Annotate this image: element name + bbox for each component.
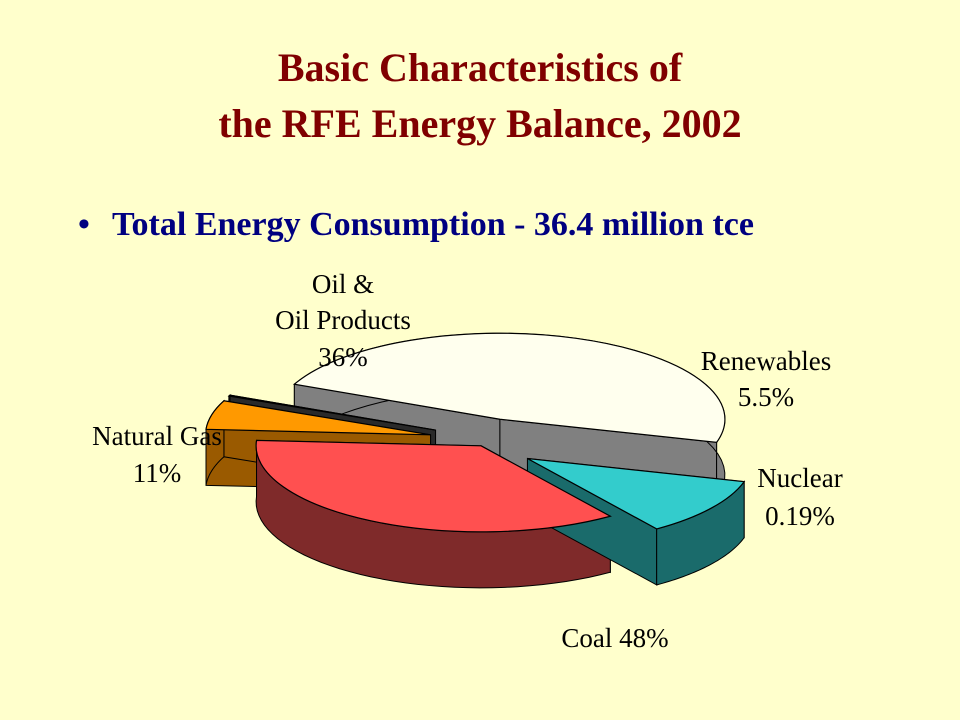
- label-gas-value: 11%: [133, 458, 182, 488]
- bullet-point: • Total Energy Consumption - 36.4 million…: [78, 206, 754, 244]
- bullet-text: Total Energy Consumption - 36.4 million …: [112, 206, 754, 243]
- bullet-icon: •: [78, 206, 90, 243]
- label-oil-line1: Oil &: [312, 269, 374, 299]
- label-gas-line1: Natural Gas: [92, 421, 222, 451]
- label-nuclear-line1: Nuclear: [757, 463, 842, 493]
- label-renewables-line1: Renewables: [701, 346, 831, 376]
- slice-oil-oil-products: [255, 439, 612, 533]
- label-renewables-value: 5.5%: [738, 382, 794, 412]
- label-coal: Coal 48%: [561, 623, 668, 653]
- pie-tops: [205, 332, 746, 533]
- label-oil-value: 36%: [318, 342, 368, 372]
- slice-coal: [292, 332, 726, 444]
- slice-nuclear: [227, 394, 436, 431]
- title-line-2: the RFE Energy Balance, 2002: [218, 101, 742, 146]
- label-nuclear-value: 0.19%: [765, 501, 835, 531]
- label-oil-line2: Oil Products: [275, 305, 411, 335]
- slice-natural-gas: [527, 457, 746, 530]
- title-line-1: Basic Characteristics of: [277, 45, 683, 90]
- slide-title: Basic Characteristics of the RFE Energy …: [0, 40, 960, 152]
- slice-renewables: [205, 400, 431, 436]
